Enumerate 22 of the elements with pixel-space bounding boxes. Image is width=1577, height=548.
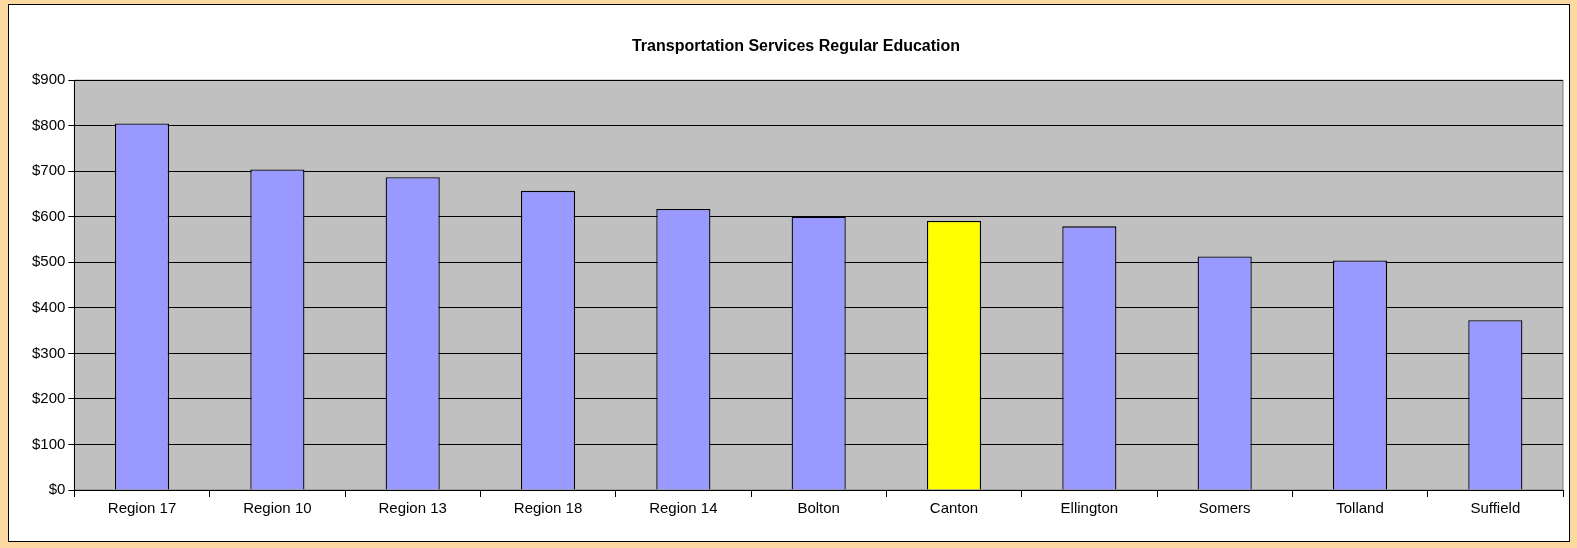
y-tick-label: $400	[31, 298, 66, 316]
x-tick-label: Region 18	[513, 499, 583, 517]
chart-title: Transportation Services Regular Education	[631, 37, 961, 55]
y-tick-label: $500	[31, 252, 66, 270]
y-tick-label: $300	[31, 343, 66, 361]
y-tick-label: $800	[31, 115, 66, 133]
x-tick-label: Canton	[929, 499, 979, 517]
x-tick-label: Region 10	[243, 499, 312, 517]
x-tick-label: Bolton	[797, 499, 840, 517]
x-tick-label: Tolland	[1336, 499, 1384, 517]
x-tick-label: Somers	[1198, 499, 1251, 517]
y-tick-label: $600	[31, 206, 66, 224]
x-tick-label: Ellington	[1060, 499, 1119, 517]
x-tick-label: Region 14	[649, 499, 718, 517]
x-tick-label: Region 17	[107, 499, 177, 517]
x-tick-label: Suffield	[1470, 499, 1521, 517]
y-tick-label: $700	[31, 161, 66, 179]
y-tick-label: $200	[31, 389, 66, 407]
x-tick-label: Region 13	[378, 499, 447, 517]
y-tick-label: $0	[48, 480, 66, 498]
y-tick-label: $100	[31, 434, 66, 452]
y-tick-label: $900	[31, 70, 66, 88]
